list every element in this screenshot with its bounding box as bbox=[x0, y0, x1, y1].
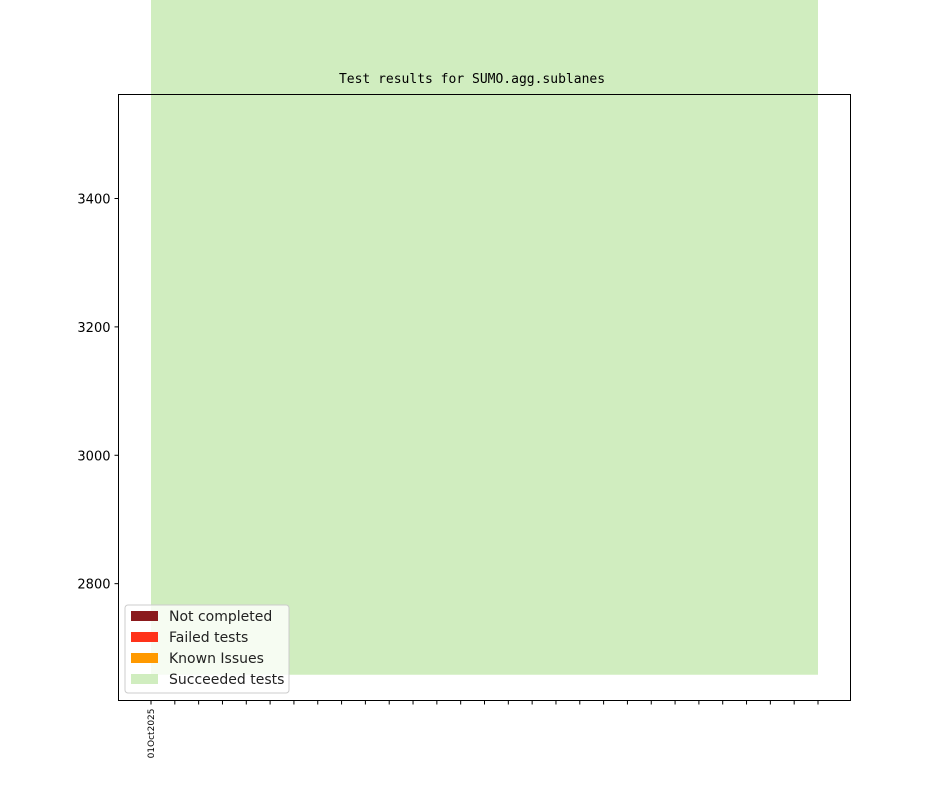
legend-label: Succeeded tests bbox=[169, 672, 284, 688]
areas bbox=[151, 0, 818, 675]
legend-box bbox=[124, 604, 290, 694]
y-tick-label: 3400 bbox=[77, 192, 110, 207]
chart-title: Test results for SUMO.agg.sublanes bbox=[338, 72, 606, 87]
y-tick-label: 3200 bbox=[77, 321, 110, 336]
legend-label: Failed tests bbox=[169, 630, 248, 646]
legend: Not completed Failed tests Known Issues Suc… bbox=[124, 604, 290, 694]
y-tick-label: 2800 bbox=[77, 578, 110, 593]
legend-swatch bbox=[131, 611, 158, 621]
y-axis: 2800 3000 3200 3400 bbox=[77, 192, 119, 593]
legend-swatch bbox=[131, 674, 158, 684]
x-axis: 01Oct2025 bbox=[147, 700, 819, 759]
legend-swatch bbox=[131, 632, 158, 642]
legend-swatch bbox=[131, 653, 158, 663]
legend-label: Not completed bbox=[169, 609, 272, 625]
legend-label: Known Issues bbox=[169, 651, 264, 667]
area-succeeded-tests bbox=[151, 0, 818, 675]
x-tick-label: 01Oct2025 bbox=[147, 709, 157, 759]
y-tick-label: 3000 bbox=[77, 449, 110, 464]
